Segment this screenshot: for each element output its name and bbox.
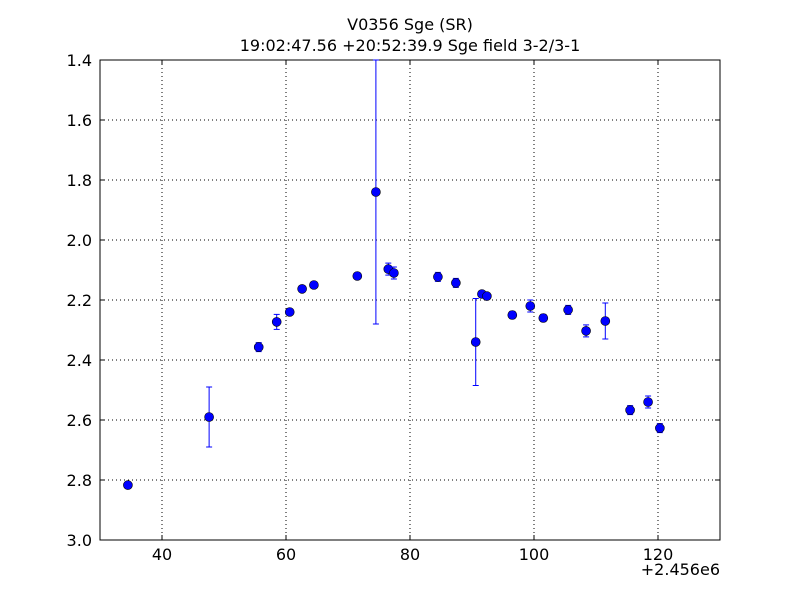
x-tick-label: 80 <box>400 545 420 564</box>
y-tick-label: 1.6 <box>67 111 92 130</box>
data-point <box>433 272 443 282</box>
data-point <box>655 423 665 433</box>
y-tick-label: 3.0 <box>67 531 92 550</box>
data-point <box>389 268 399 278</box>
y-tick-label: 1.4 <box>67 51 92 70</box>
y-tick-label: 2.2 <box>67 291 92 310</box>
x-offset-label: +2.456e6 <box>641 560 720 579</box>
data-point <box>470 337 481 347</box>
y-tick-label: 2.4 <box>67 351 92 370</box>
data-point <box>123 480 133 490</box>
data-point <box>625 405 635 415</box>
y-tick-label: 2.0 <box>67 231 92 250</box>
data-point <box>352 271 363 281</box>
data-point <box>309 280 319 290</box>
data-point <box>600 316 611 326</box>
chart-title: V0356 Sge (SR) <box>347 15 473 34</box>
data-point <box>507 310 518 320</box>
x-tick-label: 40 <box>152 545 172 564</box>
x-tick-label: 120 <box>643 545 674 564</box>
x-tick-label: 60 <box>276 545 296 564</box>
data-point <box>284 307 295 317</box>
x-tick-label: 100 <box>519 545 550 564</box>
data-point <box>581 326 591 336</box>
y-tick-label: 2.6 <box>67 411 92 430</box>
plot-frame <box>99 59 721 541</box>
y-tick-label: 2.8 <box>67 471 92 490</box>
data-point <box>297 284 307 294</box>
data-point <box>204 412 214 422</box>
data-point <box>271 317 282 327</box>
data-point <box>451 278 461 288</box>
data-point <box>371 187 381 197</box>
data-point <box>643 397 653 407</box>
data-point <box>563 305 573 315</box>
y-tick-label: 1.8 <box>67 171 92 190</box>
data-point <box>525 301 536 311</box>
data-point <box>538 313 549 323</box>
data-point <box>253 342 264 352</box>
data-point <box>482 291 492 301</box>
chart-subtitle: 19:02:47.56 +20:52:39.9 Sge field 3-2/3-… <box>240 36 581 55</box>
